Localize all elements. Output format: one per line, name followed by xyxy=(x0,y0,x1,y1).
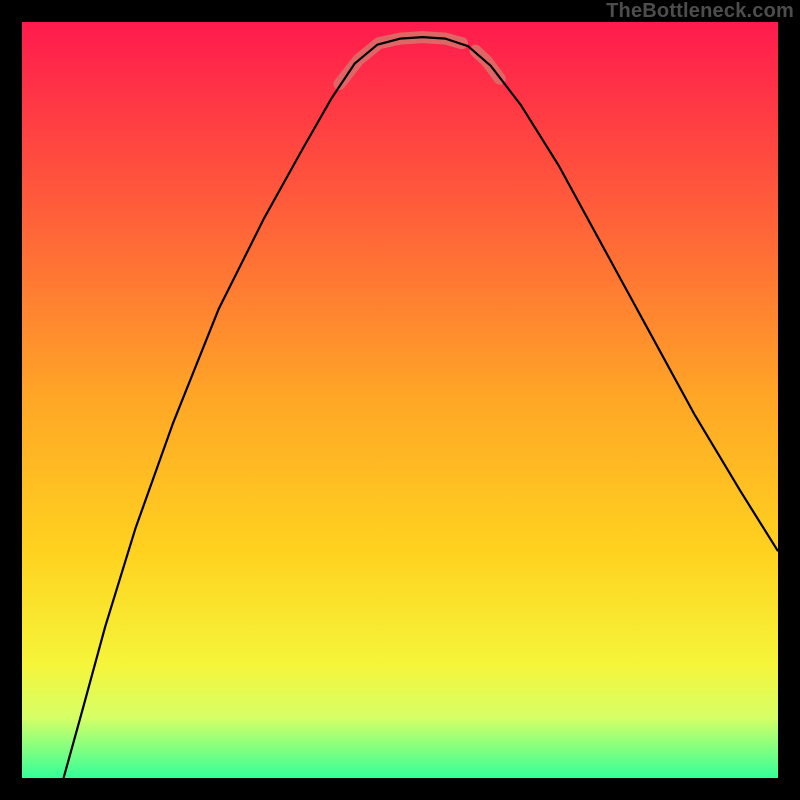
plot-area xyxy=(22,22,778,778)
chart-frame: TheBottleneck.com xyxy=(0,0,800,800)
watermark-text: TheBottleneck.com xyxy=(606,0,794,23)
gradient-background xyxy=(22,22,778,778)
